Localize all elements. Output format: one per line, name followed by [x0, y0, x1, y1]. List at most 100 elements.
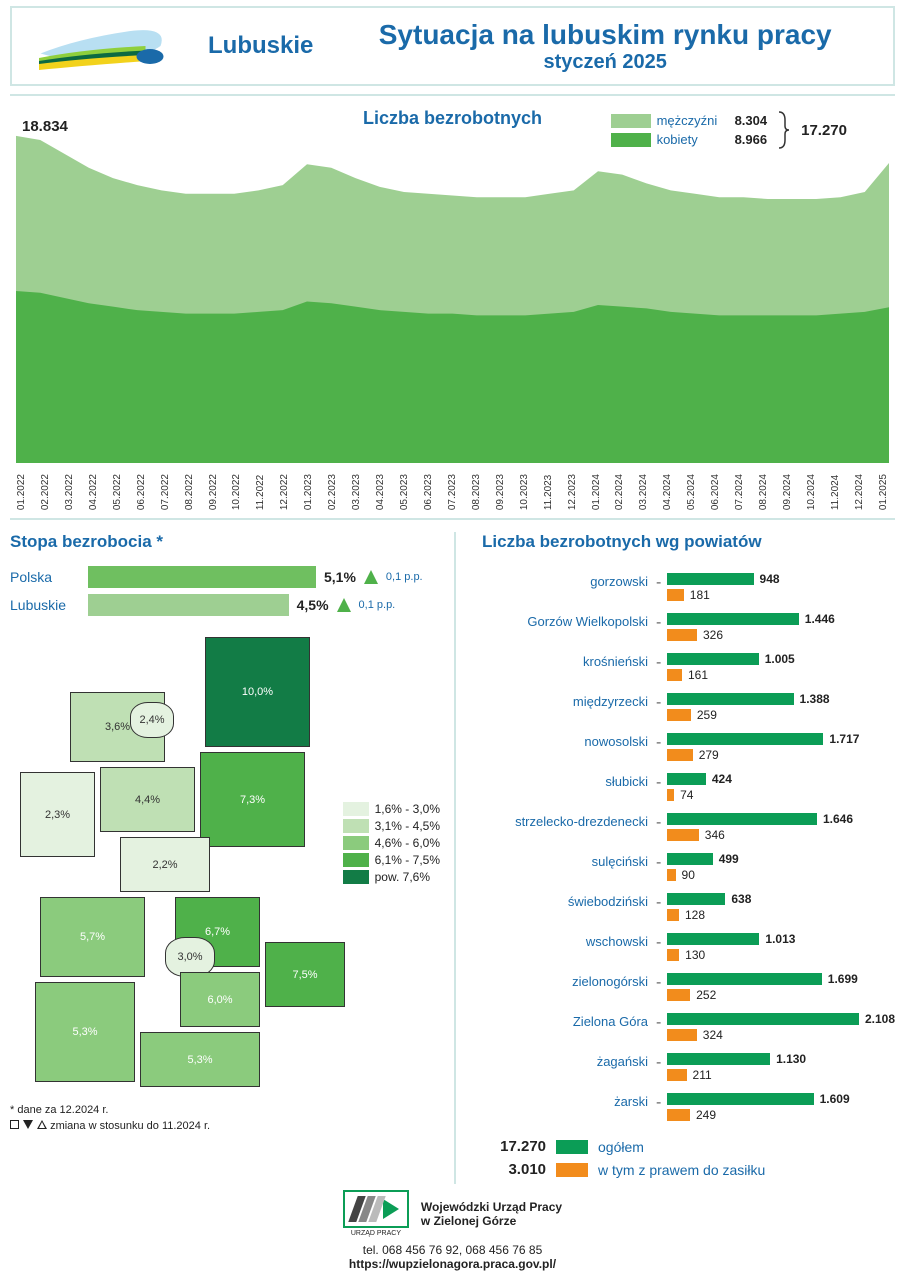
county-total-value: 1.609	[820, 1092, 850, 1106]
legend-swatch	[343, 836, 369, 850]
xtick-label: 06.2024	[710, 474, 721, 510]
county-bar-zasilku	[667, 1029, 696, 1041]
area-chart	[16, 133, 889, 463]
county-row: zielonogórski-1.699252	[482, 972, 895, 1002]
county-bar-zasilku	[667, 789, 674, 801]
dash: -	[656, 572, 661, 592]
map-region: 6,0%	[180, 972, 260, 1027]
footnote-data: * dane za 12.2024 r.	[10, 1104, 442, 1116]
xtick-label: 07.2023	[447, 474, 458, 510]
county-total-value: 499	[719, 852, 739, 866]
women-value: 8.966	[735, 132, 768, 147]
map-region: 2,4%	[130, 702, 174, 738]
dash: -	[656, 772, 661, 792]
legend-swatch	[343, 853, 369, 867]
sum-zasilku-swatch	[556, 1163, 588, 1177]
county-label: żagański	[482, 1052, 650, 1069]
map-legend-row: pow. 7,6%	[343, 870, 440, 884]
county-total-value: 1.005	[765, 652, 795, 666]
xtick-label: 08.2022	[184, 474, 195, 510]
county-zasilku-value: 326	[703, 628, 723, 642]
county-bar-zasilku	[667, 589, 683, 601]
county-row: krośnieński-1.005161	[482, 652, 895, 682]
county-summary: 17.270 ogółem 3.010 w tym z prawem do za…	[482, 1138, 895, 1178]
county-label: zielonogórski	[482, 972, 650, 989]
arrow-up-icon	[337, 598, 351, 612]
county-bar-total	[667, 973, 821, 985]
arrow-up-icon	[364, 570, 378, 584]
county-row: nowosolski-1.717279	[482, 732, 895, 762]
xtick-label: 04.2023	[375, 474, 386, 510]
county-row: słubicki-42474	[482, 772, 895, 802]
footer-tel: tel. 068 456 76 92, 068 456 76 85	[10, 1243, 895, 1257]
county-bar-total	[667, 773, 706, 785]
map-region: 5,7%	[40, 897, 145, 977]
county-total-value: 1.717	[829, 732, 859, 746]
xtick-label: 08.2023	[471, 474, 482, 510]
county-row: strzelecko-drezdenecki-1.646346	[482, 812, 895, 842]
county-label: strzelecko-drezdenecki	[482, 812, 650, 829]
xtick-label: 02.2022	[40, 474, 51, 510]
dash: -	[656, 812, 661, 832]
xtick-label: 02.2023	[327, 474, 338, 510]
xtick-label: 05.2024	[686, 474, 697, 510]
footer-logo	[343, 1190, 409, 1228]
county-bar-total	[667, 693, 793, 705]
rate-bars: Polska5,1%0,1 p.p.Lubuskie4,5%0,1 p.p.	[10, 566, 442, 616]
map-region: 2,3%	[20, 772, 95, 857]
footer-url: https://wupzielonagora.praca.gov.pl/	[10, 1257, 895, 1271]
end-total: 17.270	[801, 122, 847, 139]
xtick-label: 11.2024	[830, 474, 841, 510]
xtick-label: 10.2023	[519, 474, 530, 510]
dash: -	[656, 692, 661, 712]
county-bar-total	[667, 1093, 813, 1105]
footnote-change: zmiana w stosunku do 11.2024 r.	[50, 1120, 210, 1132]
xtick-label: 04.2022	[88, 474, 99, 510]
county-bar-zasilku	[667, 949, 679, 961]
map-legend-row: 1,6% - 3,0%	[343, 802, 440, 816]
county-bar-total	[667, 613, 798, 625]
xtick-label: 03.2024	[638, 474, 649, 510]
xtick-label: 06.2023	[423, 474, 434, 510]
xtick-label: 07.2022	[160, 474, 171, 510]
county-zasilku-value: 211	[693, 1068, 712, 1082]
map-region: 3,0%	[165, 937, 215, 977]
change-icons	[10, 1120, 47, 1129]
county-bar-zasilku	[667, 909, 679, 921]
vertical-divider	[454, 532, 456, 1184]
county-total-value: 1.446	[805, 612, 835, 626]
county-total-value: 424	[712, 772, 732, 786]
county-bar-zasilku	[667, 629, 697, 641]
start-total: 18.834	[22, 118, 68, 135]
rate-row: Polska5,1%0,1 p.p.	[10, 566, 442, 588]
page-title: Sytuacja na lubuskim rynku pracy	[333, 19, 877, 51]
map-legend: 1,6% - 3,0%3,1% - 4,5%4,6% - 6,0%6,1% - …	[343, 802, 440, 887]
legend-range: 1,6% - 3,0%	[375, 802, 440, 816]
county-row: sulęciński-49990	[482, 852, 895, 882]
xtick-label: 01.2024	[591, 474, 602, 510]
divider	[10, 94, 895, 96]
rate-change: 0,1 p.p.	[359, 599, 396, 611]
county-total-value: 638	[731, 892, 751, 906]
footer-logo-caption: URZĄD PRACY	[343, 1230, 409, 1237]
sum-total-label: ogółem	[598, 1139, 644, 1155]
county-label: słubicki	[482, 772, 650, 789]
xtick-label: 01.2023	[303, 474, 314, 510]
county-label: świebodziński	[482, 892, 650, 909]
xtick-label: 03.2023	[351, 474, 362, 510]
dash: -	[656, 652, 661, 672]
legend-range: pow. 7,6%	[375, 870, 430, 884]
xtick-label: 06.2022	[136, 474, 147, 510]
dash: -	[656, 612, 661, 632]
county-bar-total	[667, 813, 817, 825]
map-region: 2,2%	[120, 837, 210, 892]
map-region: 10,0%	[205, 637, 310, 747]
rate-value: 5,1%	[324, 569, 356, 585]
county-row: Gorzów Wielkopolski-1.446326	[482, 612, 895, 642]
county-zasilku-value: 279	[699, 748, 719, 762]
rate-bar	[88, 594, 289, 616]
xtick-label: 10.2024	[806, 474, 817, 510]
xtick-label: 02.2024	[614, 474, 625, 510]
xtick-label: 11.2023	[543, 474, 554, 510]
county-total-value: 1.388	[800, 692, 830, 706]
